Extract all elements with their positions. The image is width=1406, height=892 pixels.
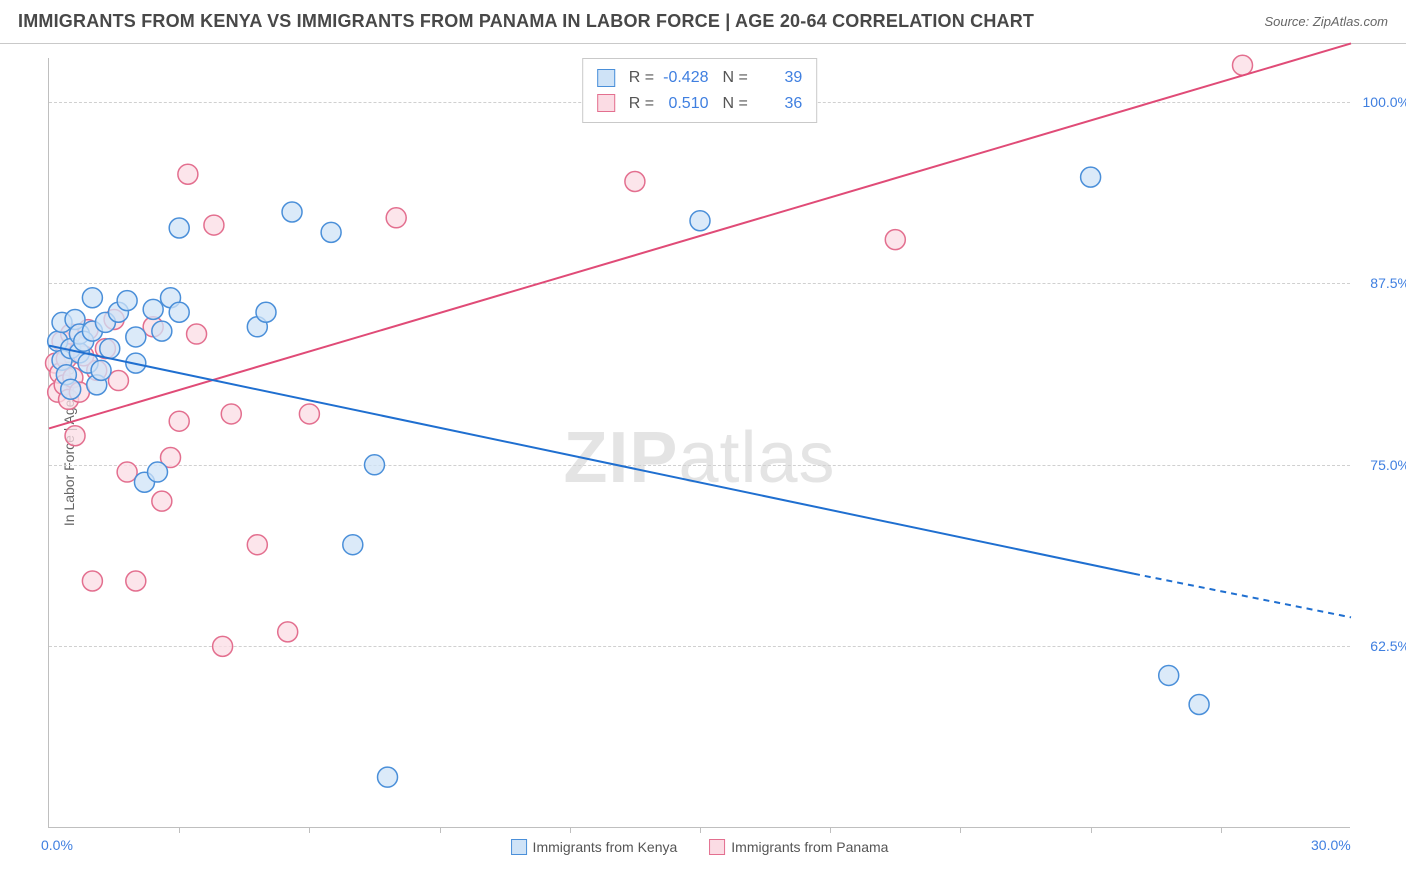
panama-point: [386, 208, 406, 228]
panama-n-value: 36: [752, 91, 802, 117]
legend-swatch-kenya: [511, 839, 527, 855]
source-attribution: Source: ZipAtlas.com: [1264, 14, 1388, 29]
kenya-point: [148, 462, 168, 482]
xtick-minor: [440, 827, 441, 833]
panama-point: [213, 636, 233, 656]
chart-svg: [49, 58, 1350, 827]
kenya-point: [169, 302, 189, 322]
kenya-point: [169, 218, 189, 238]
panama-point: [117, 462, 137, 482]
panama-point: [108, 371, 128, 391]
legend-item-kenya: Immigrants from Kenya: [511, 839, 678, 855]
stats-row-panama: R = 0.510 N = 36: [597, 91, 803, 117]
panama-point: [1233, 55, 1253, 75]
panama-point: [169, 411, 189, 431]
xtick-minor: [1221, 827, 1222, 833]
stats-row-kenya: R = -0.428 N = 39: [597, 65, 803, 91]
panama-r-value: 0.510: [659, 91, 709, 117]
legend-swatch-panama: [709, 839, 725, 855]
swatch-kenya: [597, 69, 615, 87]
kenya-r-value: -0.428: [659, 65, 709, 91]
kenya-point: [343, 535, 363, 555]
kenya-point: [321, 222, 341, 242]
xtick-minor: [960, 827, 961, 833]
swatch-panama: [597, 94, 615, 112]
kenya-point: [117, 291, 137, 311]
regression-line-solid: [49, 346, 1134, 574]
regression-line-dashed: [1134, 574, 1351, 618]
kenya-point: [82, 288, 102, 308]
panama-point: [126, 571, 146, 591]
panama-point: [299, 404, 319, 424]
panama-point: [187, 324, 207, 344]
kenya-point: [282, 202, 302, 222]
kenya-point: [256, 302, 276, 322]
xtick-minor: [570, 827, 571, 833]
kenya-point: [378, 767, 398, 787]
kenya-point: [1159, 665, 1179, 685]
kenya-point: [126, 327, 146, 347]
kenya-point: [61, 379, 81, 399]
kenya-point: [100, 339, 120, 359]
kenya-point: [152, 321, 172, 341]
panama-point: [178, 164, 198, 184]
panama-point: [247, 535, 267, 555]
statistics-box: R = -0.428 N = 39 R = 0.510 N = 36: [582, 58, 818, 123]
xtick-label: 30.0%: [1311, 837, 1351, 853]
panama-point: [65, 426, 85, 446]
n-label: N =: [723, 95, 748, 112]
ytick-label: 87.5%: [1355, 275, 1406, 291]
kenya-point: [143, 299, 163, 319]
ytick-label: 100.0%: [1355, 94, 1406, 110]
legend: Immigrants from Kenya Immigrants from Pa…: [511, 839, 889, 855]
r-label: R =: [629, 69, 654, 86]
ytick-label: 75.0%: [1355, 457, 1406, 473]
kenya-point: [690, 211, 710, 231]
kenya-n-value: 39: [752, 65, 802, 91]
legend-item-panama: Immigrants from Panama: [709, 839, 888, 855]
legend-label-panama: Immigrants from Panama: [731, 839, 888, 855]
r-label: R =: [629, 95, 654, 112]
panama-point: [82, 571, 102, 591]
kenya-point: [1189, 695, 1209, 715]
xtick-minor: [309, 827, 310, 833]
xtick-label: 0.0%: [41, 837, 73, 853]
panama-point: [204, 215, 224, 235]
chart-title: IMMIGRANTS FROM KENYA VS IMMIGRANTS FROM…: [18, 11, 1034, 32]
kenya-point: [365, 455, 385, 475]
title-bar: IMMIGRANTS FROM KENYA VS IMMIGRANTS FROM…: [0, 0, 1406, 44]
n-label: N =: [723, 69, 748, 86]
panama-point: [625, 171, 645, 191]
plot-area: In Labor Force | Age 20-64 ZIPatlas 62.5…: [48, 58, 1350, 828]
kenya-point: [91, 360, 111, 380]
xtick-minor: [830, 827, 831, 833]
kenya-point: [1081, 167, 1101, 187]
xtick-minor: [1091, 827, 1092, 833]
panama-point: [152, 491, 172, 511]
ytick-label: 62.5%: [1355, 638, 1406, 654]
xtick-minor: [179, 827, 180, 833]
legend-label-kenya: Immigrants from Kenya: [533, 839, 678, 855]
panama-point: [278, 622, 298, 642]
panama-point: [221, 404, 241, 424]
xtick-minor: [700, 827, 701, 833]
panama-point: [885, 230, 905, 250]
